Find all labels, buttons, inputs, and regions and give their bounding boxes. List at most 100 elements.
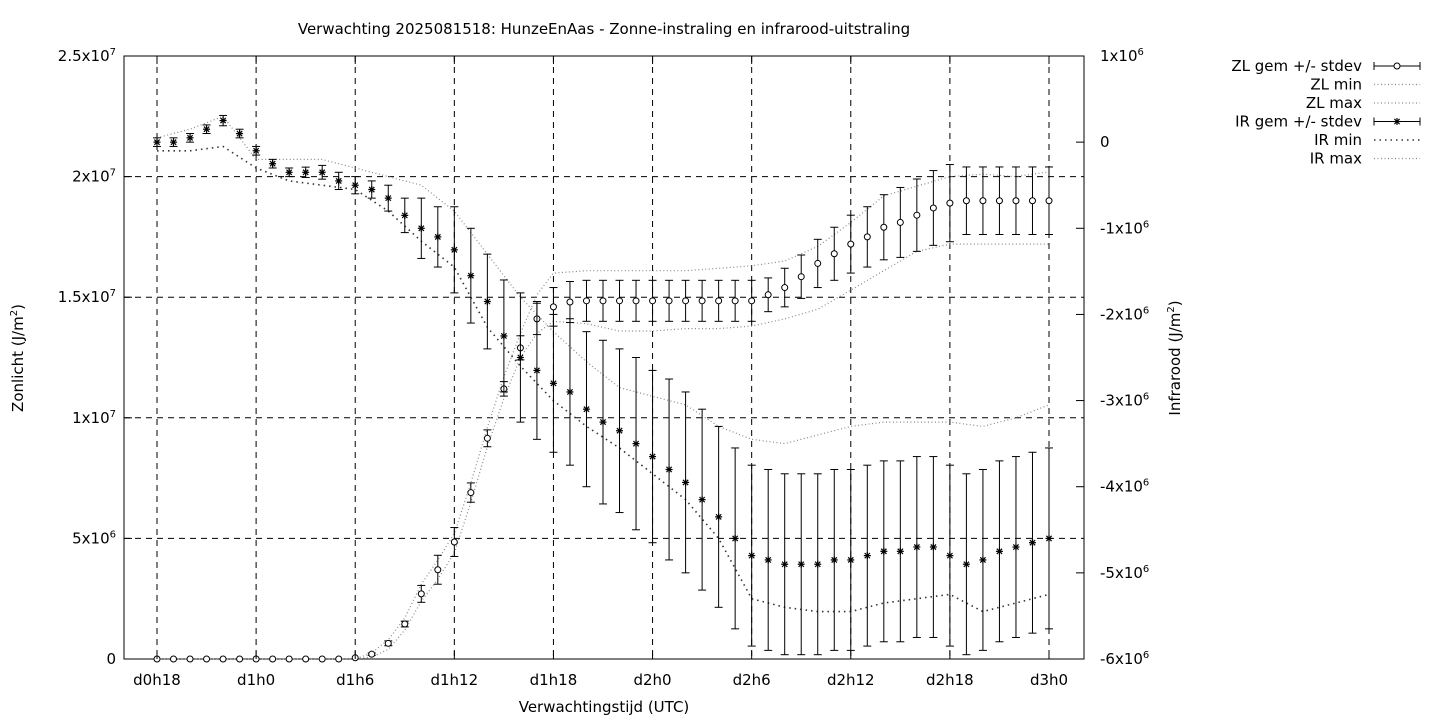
star-marker [599,418,607,426]
star-marker [384,194,392,202]
y-left-title-close: ) [9,304,27,310]
star-marker [946,552,954,560]
star-marker [1028,539,1036,547]
star-marker [814,560,822,568]
data-point [467,489,475,497]
x-tick-label: d2h12 [827,671,875,689]
data-point [318,655,326,663]
series-line-ir-max [156,115,1050,445]
y-left-title-text: Zonlicht (J/m [9,316,27,412]
star-marker [417,224,425,232]
y-left-tick-label: 2x107 [72,168,116,186]
star-marker [1045,534,1053,542]
data-point [1028,197,1036,205]
y-left-tick-label: 2.5x107 [58,47,116,65]
legend-label: ZL max [1306,94,1362,112]
data-point [368,650,376,658]
x-tick-label: d1h18 [530,671,578,689]
data-point [302,655,310,663]
data-point [417,590,425,598]
data-point [863,233,871,241]
y-right-tick-label: -5x106 [1100,564,1149,582]
star-marker [203,125,211,133]
data-point [979,197,987,205]
data-point [682,297,690,305]
data-point [186,655,194,663]
y-left-tick-label: 1x107 [72,409,116,427]
star-marker [450,246,458,254]
data-point [797,273,805,281]
star-marker [665,465,673,473]
x-tick-label: d1h6 [336,671,374,689]
data-point [549,303,557,311]
star-marker [219,117,227,125]
data-point [913,211,921,219]
y-left-tick-label: 5x106 [72,529,116,547]
data-point [731,297,739,305]
y-right-tick-label: 1x106 [1100,47,1144,65]
data-point [748,297,756,305]
data-point [1012,197,1020,205]
star-marker [913,543,921,551]
star-marker [368,186,376,194]
star-marker [682,478,690,486]
data-point [632,297,640,305]
star-marker [979,556,987,564]
x-tick-label: d0h18 [133,671,181,689]
data-point [995,197,1003,205]
star-marker [764,556,772,564]
star-marker [252,147,260,155]
data-point [896,218,904,226]
y-right-tick-label: -3x106 [1100,392,1149,410]
star-marker [880,547,888,555]
data-point [698,297,706,305]
x-tick-label: d1h0 [237,671,275,689]
star-marker [285,168,293,176]
star-marker [335,177,343,185]
data-point [946,199,954,207]
y-left-tick-label: 0 [106,650,116,668]
y-right-title-sup: 2 [1166,306,1177,312]
x-tick-label: d2h18 [926,671,974,689]
data-point [236,655,244,663]
star-marker [500,332,508,340]
data-point [566,298,574,306]
star-marker [434,233,442,241]
star-marker [549,379,557,387]
series-layer [153,114,1053,663]
star-marker [698,496,706,504]
data-point [582,297,590,305]
data-point [219,655,227,663]
data-point [483,434,491,442]
star-marker [632,440,640,448]
grid-lines [124,56,1084,659]
plot-frame [123,55,1085,660]
legend-label: ZL gem +/- stdev [1231,57,1362,75]
data-point [599,297,607,305]
star-marker [929,543,937,551]
x-tick-label: d1h12 [430,671,478,689]
star-marker [318,168,326,176]
data-point [880,223,888,231]
legend-label: IR min [1314,131,1362,149]
star-marker [170,138,178,146]
data-point [401,620,409,628]
star-marker [153,138,161,146]
star-marker [962,560,970,568]
data-point [434,566,442,574]
data-point [170,655,178,663]
star-marker [351,181,359,189]
data-point [1045,197,1053,205]
star-marker [582,405,590,413]
data-point [335,655,343,663]
data-point [649,297,657,305]
data-point [830,250,838,258]
y-right-tick-label: -6x106 [1100,650,1149,668]
star-marker [715,513,723,521]
star-marker [1393,118,1401,125]
x-axis-title: Verwachtingstijd (UTC) [519,698,690,716]
data-point [665,297,673,305]
star-marker [269,160,277,168]
